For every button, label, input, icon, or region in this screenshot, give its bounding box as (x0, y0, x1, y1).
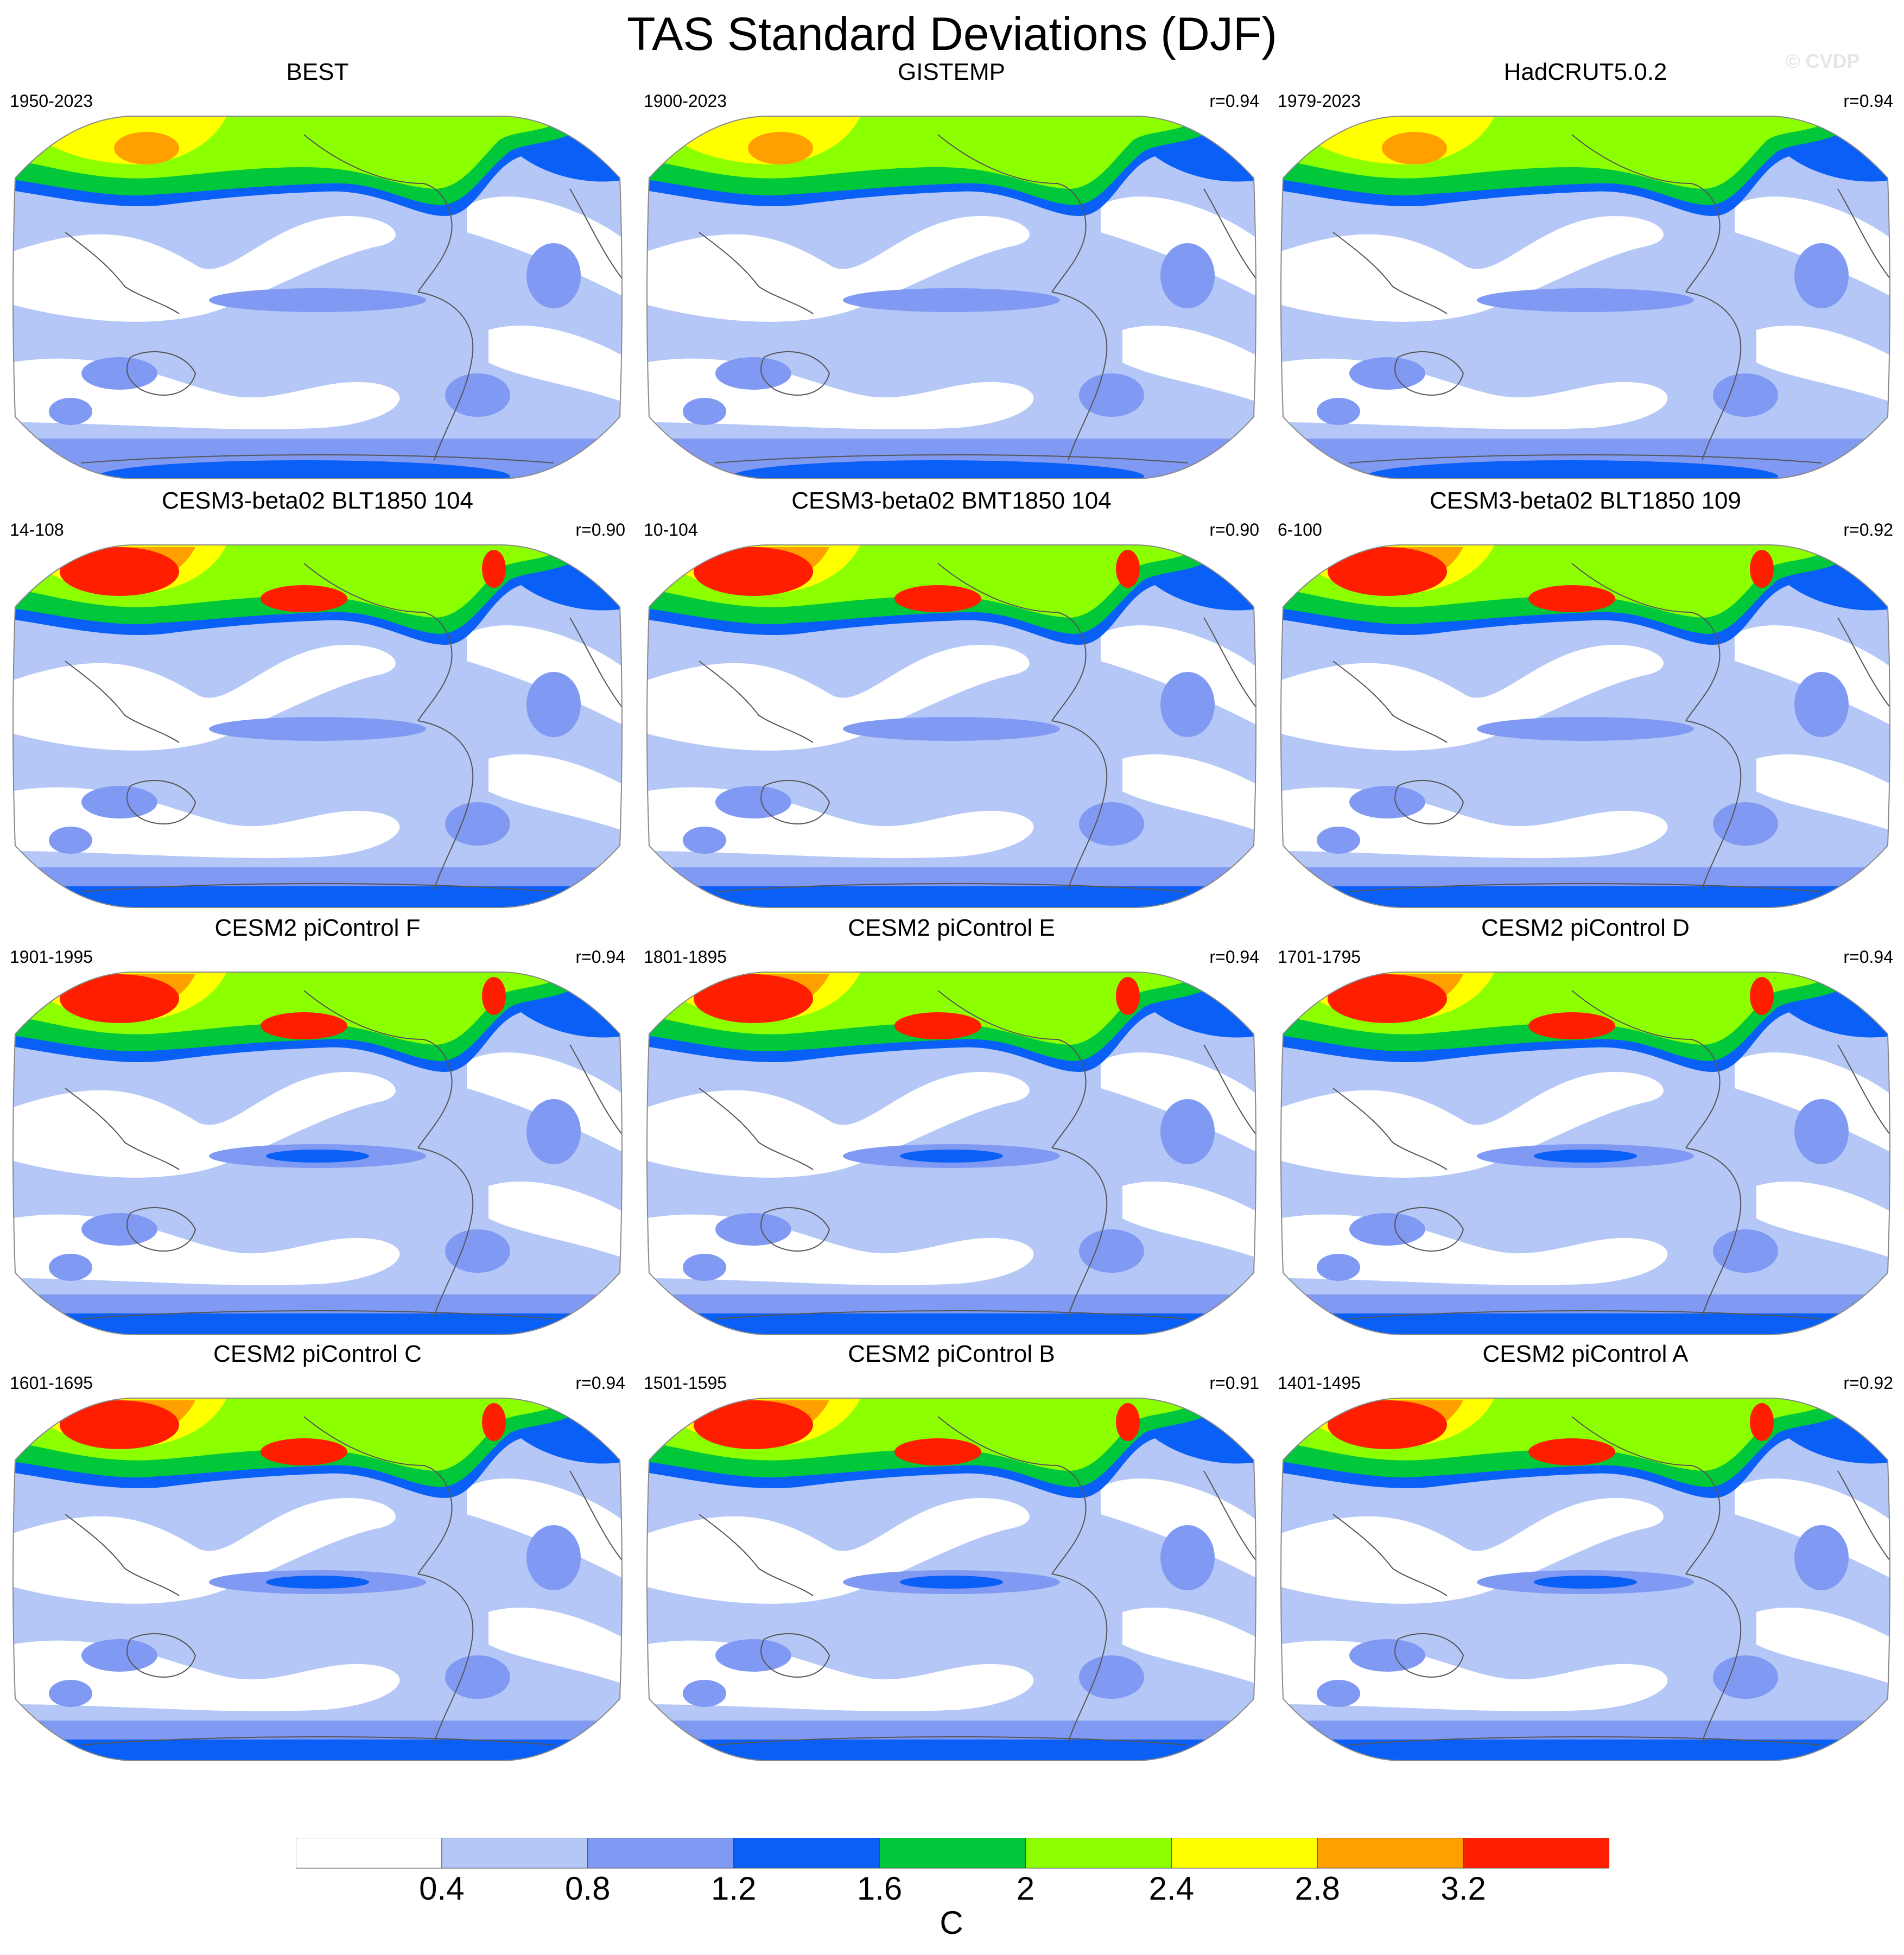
colorbar-tick-label: 1.6 (856, 1870, 903, 1907)
panel-pattern-correlation: r=0.94 (575, 1373, 625, 1393)
panel-pattern-correlation: r=0.94 (1843, 947, 1893, 967)
panel-title: HadCRUT5.0.2 (1503, 59, 1667, 85)
global-map (646, 544, 1256, 908)
panel-period: 1801-1895 (644, 947, 727, 967)
panel-period: 1979-2023 (1278, 91, 1361, 111)
global-map (1280, 544, 1890, 908)
panel-pattern-correlation: r=0.94 (1843, 91, 1893, 111)
global-map (646, 1398, 1256, 1761)
panel-title: CESM2 piControl D (1481, 915, 1690, 941)
panel-period: 1950-2023 (10, 91, 93, 111)
figure-title: TAS Standard Deviations (DJF) (626, 8, 1278, 60)
panel-title: CESM2 piControl E (848, 915, 1055, 941)
global-map (12, 972, 623, 1335)
colorbar-swatch (1025, 1838, 1172, 1869)
panel-title: BEST (286, 59, 349, 85)
map-panel: GISTEMP 1900-2023 r=0.94 (634, 59, 1269, 487)
panel-pattern-correlation: r=0.90 (575, 520, 625, 539)
panel-period: 1501-1595 (644, 1373, 727, 1393)
panel-pattern-correlation: r=0.94 (1209, 91, 1259, 111)
panel-period: 1401-1495 (1278, 1373, 1361, 1393)
map-panel: CESM2 piControl D 1701-1795 r=0.94 (1268, 915, 1903, 1343)
colorbar-tick-label: 2.8 (1294, 1870, 1340, 1907)
colorbar-tick-label: 3.2 (1440, 1870, 1486, 1907)
colorbar-swatch (296, 1838, 442, 1869)
colorbar-tick-label: 0.4 (419, 1870, 465, 1907)
map-panel: CESM3-beta02 BLT1850 109 6-100 r=0.92 (1268, 487, 1903, 916)
panel-title: CESM2 piControl B (848, 1341, 1055, 1367)
map-panel: CESM2 piControl E 1801-1895 r=0.94 (634, 915, 1269, 1343)
panel-title: CESM2 piControl A (1482, 1341, 1689, 1367)
map-panel: CESM3-beta02 BLT1850 104 14-108 r=0.90 (0, 487, 635, 916)
map-panel: CESM2 piControl B 1501-1595 r=0.91 (634, 1341, 1269, 1769)
colorbar-swatch (1463, 1838, 1609, 1869)
panel-pattern-correlation: r=0.91 (1209, 1373, 1259, 1393)
panel-title: CESM3-beta02 BMT1850 104 (791, 487, 1112, 514)
panel-pattern-correlation: r=0.90 (1209, 520, 1259, 539)
global-map (1280, 972, 1890, 1335)
panel-period: 1900-2023 (644, 91, 727, 111)
colorbar-tick-label: 2.4 (1148, 1870, 1195, 1907)
global-map (646, 972, 1256, 1335)
colorbar-tick-label: 2 (1016, 1870, 1035, 1907)
map-panel: CESM3-beta02 BMT1850 104 10-104 r=0.90 (634, 487, 1269, 916)
colorbar-swatch (733, 1838, 880, 1869)
panel-title: CESM3-beta02 BLT1850 104 (162, 487, 473, 514)
colorbar (296, 1838, 1609, 1869)
colorbar-swatch (1171, 1838, 1318, 1869)
global-map (12, 1398, 623, 1761)
global-map (1280, 116, 1890, 479)
panel-title: CESM3-beta02 BLT1850 109 (1430, 487, 1741, 514)
global-map (12, 544, 623, 908)
global-map (12, 116, 623, 479)
panel-pattern-correlation: r=0.92 (1843, 1373, 1893, 1393)
map-panel: HadCRUT5.0.2 1979-2023 r=0.94 (1268, 59, 1903, 487)
panel-title: GISTEMP (897, 59, 1006, 85)
map-panel: CESM2 piControl F 1901-1995 r=0.94 (0, 915, 635, 1343)
panel-pattern-correlation: r=0.94 (575, 947, 625, 967)
panel-period: 1901-1995 (10, 947, 93, 967)
panel-pattern-correlation: r=0.94 (1209, 947, 1259, 967)
panel-period: 6-100 (1278, 520, 1322, 539)
panel-title: CESM2 piControl C (213, 1341, 422, 1367)
global-map (646, 116, 1256, 479)
panel-period: 1701-1795 (1278, 947, 1361, 967)
colorbar-swatch (1317, 1838, 1464, 1869)
map-panel: CESM2 piControl C 1601-1695 r=0.94 (0, 1341, 635, 1769)
colorbar-swatch (879, 1838, 1026, 1869)
colorbar-units: C (940, 1905, 963, 1941)
panel-period: 10-104 (644, 520, 698, 539)
watermark: © CVDP (1786, 50, 1860, 72)
panel-pattern-correlation: r=0.92 (1843, 520, 1893, 539)
colorbar-tick-label: 0.8 (565, 1870, 611, 1907)
colorbar-swatch (587, 1838, 734, 1869)
panel-period: 14-108 (10, 520, 64, 539)
map-panel: CESM2 piControl A 1401-1495 r=0.92 (1268, 1341, 1903, 1769)
panel-title: CESM2 piControl F (214, 915, 421, 941)
colorbar-tick-label: 1.2 (710, 1870, 757, 1907)
colorbar-swatch (441, 1838, 588, 1869)
panel-period: 1601-1695 (10, 1373, 93, 1393)
map-panel: BEST 1950-2023 (0, 59, 635, 487)
global-map (1280, 1398, 1890, 1761)
